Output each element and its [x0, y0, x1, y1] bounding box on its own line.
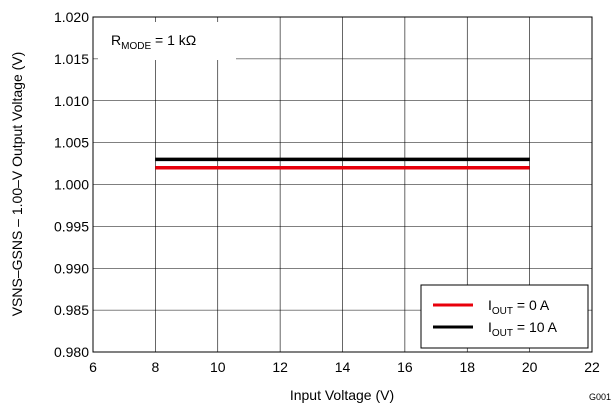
y-tick-label: 0.980	[54, 344, 89, 360]
legend: IOUT = 0 A IOUT = 10 A	[420, 284, 589, 349]
legend-label-0: IOUT = 0 A	[488, 297, 550, 317]
y-tick-label: 1.015	[54, 51, 89, 67]
annotation-main: R	[111, 32, 121, 48]
figure-id: G001	[589, 392, 611, 402]
x-tick-label: 8	[151, 359, 159, 375]
y-tick-label: 1.005	[54, 135, 89, 151]
y-tick-label: 0.995	[54, 218, 89, 234]
y-tick-label: 1.010	[54, 93, 89, 109]
x-tick-label: 22	[584, 359, 600, 375]
plot-frame	[92, 16, 593, 353]
annotation-sub: MODE	[121, 41, 151, 52]
y-tick-label: 0.985	[54, 302, 89, 318]
annotation-box	[98, 22, 236, 60]
x-tick-label: 12	[272, 359, 288, 375]
legend-box	[420, 284, 589, 349]
x-tick-label: 6	[89, 359, 97, 375]
annotation-text: RMODE = 1 kΩ	[111, 32, 196, 52]
x-tick-label: 20	[522, 359, 538, 375]
annotation-rest: = 1 kΩ	[151, 32, 196, 48]
y-axis-label: VSNS–GSNS – 1.00–V Output Voltage (V)	[9, 52, 25, 317]
legend-label-1: IOUT = 10 A	[488, 319, 558, 339]
y-tick-labels: 0.980 0.985 0.990 0.995 1.000 1.005 1.010 1.015…	[54, 9, 89, 360]
x-tick-labels: 6 8 10 12 14 16 18 20 22	[89, 359, 600, 375]
series-group	[155, 157, 530, 170]
x-tick-label: 14	[335, 359, 351, 375]
x-tick-label: 16	[397, 359, 413, 375]
y-tick-label: 1.020	[54, 9, 89, 25]
x-tick-label: 18	[459, 359, 475, 375]
y-tick-label: 1.000	[54, 177, 89, 193]
y-tick-label: 0.990	[54, 260, 89, 276]
x-tick-label: 10	[210, 359, 226, 375]
annotation: RMODE = 1 kΩ	[98, 22, 236, 60]
x-axis-label: Input Voltage (V)	[290, 387, 394, 403]
